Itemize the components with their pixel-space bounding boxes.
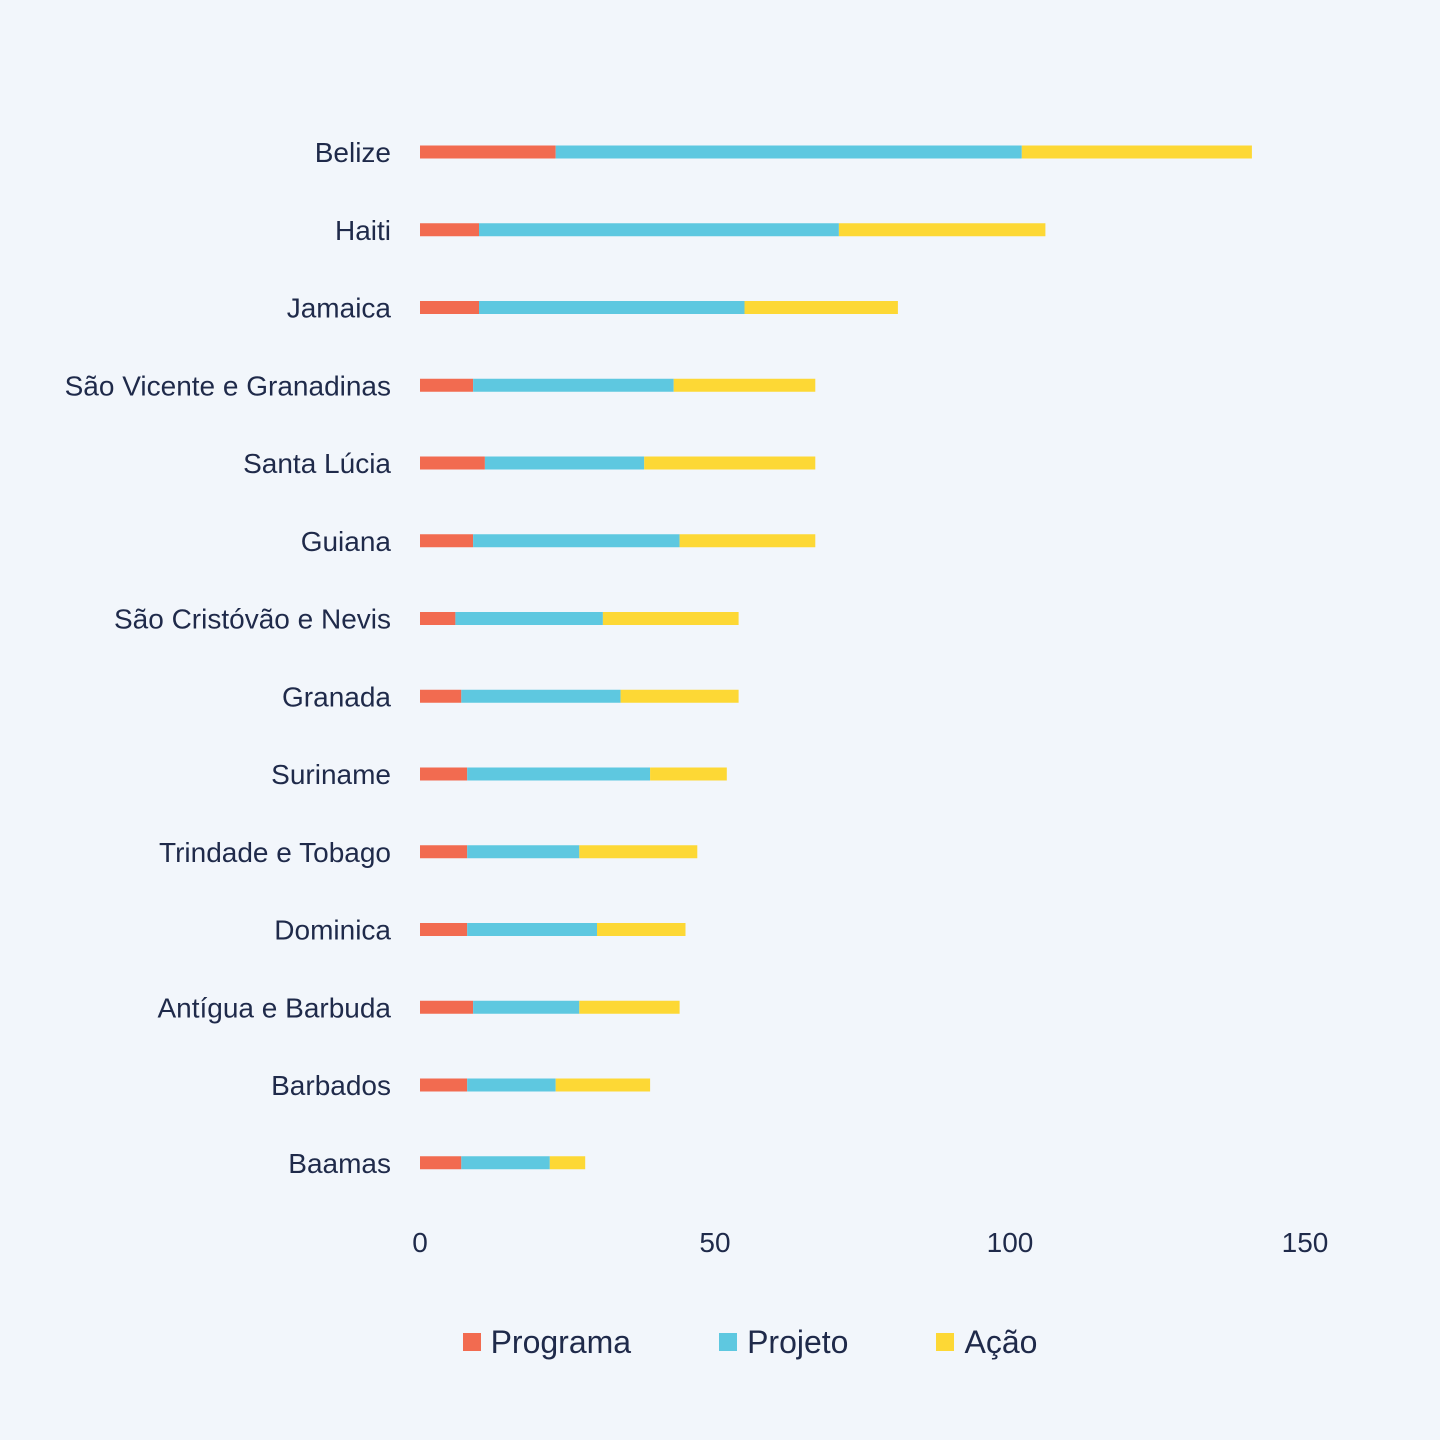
category-label-suriname: Suriname [271, 759, 391, 790]
legend-label-programa: Programa [490, 1323, 632, 1360]
x-axis-tick-labels: 0 50 100 150 [412, 1227, 1328, 1258]
bar-projeto-sao-vicente-e-granadinas [473, 378, 674, 392]
category-label-antigua-e-barbuda: Antígua e Barbuda [157, 992, 391, 1023]
bar-acao-baamas [549, 1156, 586, 1170]
x-tick-label-150: 150 [1282, 1227, 1329, 1258]
bar-acao-santa-lucia [644, 456, 816, 470]
bar-projeto-belize [555, 145, 1022, 159]
bar-acao-dominica [597, 923, 686, 936]
bar-programa-jamaica [420, 301, 479, 314]
category-label-granada: Granada [282, 681, 391, 712]
legend-label-projeto: Projeto [747, 1323, 849, 1360]
x-tick-label-50: 50 [699, 1227, 730, 1258]
bars [420, 145, 1252, 1170]
bar-acao-antigua-e-barbuda [579, 1000, 680, 1014]
category-label-haiti: Haiti [335, 215, 391, 246]
bar-projeto-dominica [467, 923, 597, 936]
bar-acao-sao-vicente-e-granadinas [673, 378, 816, 392]
bar-programa-barbados [420, 1078, 468, 1092]
bar-programa-dominica [420, 923, 468, 936]
bar-projeto-jamaica [479, 301, 745, 314]
legend-item-programa: Programa [462, 1323, 632, 1361]
legend-swatch-acao [936, 1333, 955, 1351]
bar-acao-belize [1021, 145, 1252, 159]
bar-programa-santa-lucia [420, 456, 485, 470]
bar-programa-haiti [420, 223, 479, 237]
category-label-sao-vicente-e-granadinas: São Vicente e Granadinas [65, 370, 391, 401]
bar-programa-sao-vicente-e-granadinas [420, 378, 474, 392]
bar-projeto-guiana [473, 534, 680, 548]
x-tick-label-0: 0 [412, 1227, 428, 1258]
bar-programa-guiana [420, 534, 474, 548]
bar-projeto-haiti [479, 223, 839, 237]
bar-acao-trindade-e-tobago [579, 845, 698, 859]
x-tick-label-100: 100 [987, 1227, 1034, 1258]
bar-programa-granada [420, 689, 462, 703]
bar-programa-sao-cristovao-e-nevis [420, 612, 456, 625]
legend: Programa Projeto Ação [0, 1316, 1440, 1368]
category-label-jamaica: Jamaica [287, 293, 392, 324]
bar-projeto-barbados [467, 1078, 556, 1092]
bar-acao-granada [620, 689, 739, 703]
bar-programa-belize [420, 145, 556, 159]
bar-programa-baamas [420, 1156, 462, 1170]
category-label-guiana: Guiana [301, 526, 392, 557]
bar-programa-suriname [420, 767, 468, 781]
bar-projeto-santa-lucia [484, 456, 645, 470]
bar-projeto-baamas [461, 1156, 550, 1170]
category-label-belize: Belize [315, 137, 391, 168]
category-labels: Belize Haiti Jamaica São Vicente e Granadin… [65, 137, 392, 1179]
bar-programa-antigua-e-barbuda [420, 1000, 474, 1014]
bar-acao-sao-cristovao-e-nevis [602, 612, 739, 625]
category-label-dominica: Dominica [274, 915, 391, 946]
category-label-trindade-e-tobago: Trindade e Tobago [159, 837, 391, 868]
bar-acao-suriname [650, 767, 727, 781]
legend-item-projeto: Projeto [719, 1324, 848, 1361]
bar-projeto-sao-cristovao-e-nevis [455, 612, 603, 625]
bar-projeto-antigua-e-barbuda [473, 1000, 580, 1014]
category-label-barbados: Barbados [271, 1070, 391, 1101]
bar-acao-guiana [679, 534, 816, 548]
category-label-sao-cristovao-e-nevis: São Cristóvão e Nevis [114, 604, 391, 635]
legend-label-acao: Ação [964, 1323, 1038, 1360]
category-label-santa-lucia: Santa Lúcia [243, 448, 391, 479]
bar-projeto-trindade-e-tobago [467, 845, 580, 859]
legend-swatch-projeto [719, 1333, 738, 1351]
bar-acao-barbados [555, 1078, 651, 1092]
legend-item-acao: Ação [936, 1324, 1037, 1361]
bar-projeto-suriname [467, 767, 651, 781]
bar-projeto-granada [461, 689, 621, 703]
bar-acao-haiti [838, 223, 1046, 237]
category-label-baamas: Baamas [288, 1148, 391, 1179]
bar-programa-trindade-e-tobago [420, 845, 468, 859]
legend-swatch-programa [462, 1333, 481, 1351]
bar-acao-jamaica [744, 301, 898, 314]
